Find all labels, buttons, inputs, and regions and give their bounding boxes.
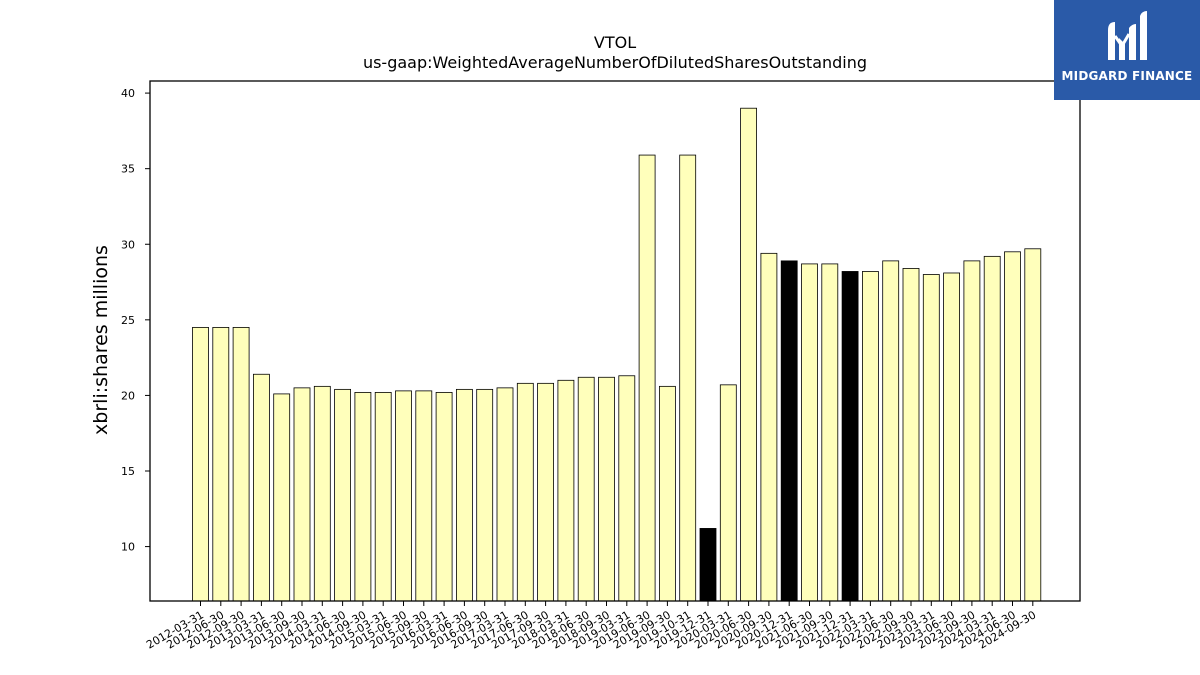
- chart-title: VTOL: [594, 33, 636, 52]
- bar-2021-09-30: [821, 263, 839, 602]
- y-axis-label: xbrli:shares millions: [90, 245, 112, 435]
- bar-2020-12-31: [780, 260, 798, 602]
- bar-2016-03-31: [435, 391, 453, 602]
- bar-2013-09-30: [293, 387, 311, 602]
- bar-2021-06-30: [801, 263, 818, 602]
- bar-2023-09-30: [963, 260, 981, 602]
- bar-2022-06-30: [882, 260, 900, 602]
- bar-group: [192, 107, 1042, 602]
- bar-2022-09-30: [902, 268, 920, 602]
- bar-2015-06-30: [395, 390, 412, 602]
- bar-2019-09-30: [659, 385, 676, 602]
- bar-2016-09-30: [476, 388, 494, 602]
- bar-2020-03-31: [719, 384, 737, 602]
- bar-2014-09-30: [354, 391, 372, 602]
- bar-2019-12-31: [699, 528, 717, 602]
- bar-2024-06-30: [1004, 251, 1021, 602]
- y-tick-label: 10: [121, 541, 135, 554]
- bar-2019-03-31: [618, 375, 636, 602]
- bar-2012-06-30: [212, 326, 230, 602]
- bar-2013-06-30: [273, 393, 291, 602]
- bar-2020-06-30: [740, 107, 757, 602]
- midgard-logo-icon: [1108, 11, 1147, 60]
- y-tick-label: 15: [121, 465, 135, 478]
- bar-2017-09-30: [537, 382, 554, 602]
- bar-2021-12-31: [841, 271, 859, 602]
- bar-2012-09-30: [232, 326, 250, 602]
- y-tick-label: 25: [121, 314, 135, 327]
- y-tick-label: 20: [121, 389, 135, 402]
- bar-2018-06-30: [577, 376, 595, 602]
- bar-2013-03-31: [252, 373, 270, 602]
- chart-subtitle: us-gaap:WeightedAverageNumberOfDilutedSh…: [363, 53, 867, 72]
- y-tick-label: 30: [121, 238, 135, 251]
- bar-2017-06-30: [516, 382, 534, 602]
- bar-2017-03-31: [496, 387, 514, 602]
- bar-2024-03-31: [983, 255, 1001, 602]
- bar-2018-03-31: [557, 379, 575, 602]
- y-tick-label: 35: [121, 163, 135, 176]
- bar-2015-09-30: [415, 390, 433, 602]
- brand-logo: MIDGARD FINANCE: [1054, 0, 1200, 100]
- logo-text: MIDGARD FINANCE: [1061, 69, 1193, 83]
- bar-2015-03-31: [374, 391, 392, 602]
- bar-2022-03-31: [862, 271, 879, 602]
- y-axis-ticks: 10 15 20 25 30 35 40: [121, 87, 150, 554]
- bar-2014-03-31: [313, 385, 331, 602]
- bar-2012-03-31: [192, 326, 209, 602]
- bar-2023-03-31: [922, 274, 940, 602]
- bar-2016-06-30: [455, 388, 473, 602]
- bar-2023-06-30: [943, 272, 960, 602]
- plot-frame: [149, 80, 1081, 602]
- bar-2024-09-30: [1024, 248, 1042, 602]
- x-axis-ticks: 2012-03-312012-06-302012-09-302013-03-31…: [144, 601, 1038, 652]
- bar-2018-09-30: [598, 376, 615, 602]
- bar-2019-06-30: [638, 154, 656, 602]
- y-tick-label: 40: [121, 87, 135, 100]
- bar-2020-09-30: [760, 252, 778, 602]
- bar-2014-06-30: [334, 388, 352, 602]
- bar-2019-10-31: [679, 154, 697, 602]
